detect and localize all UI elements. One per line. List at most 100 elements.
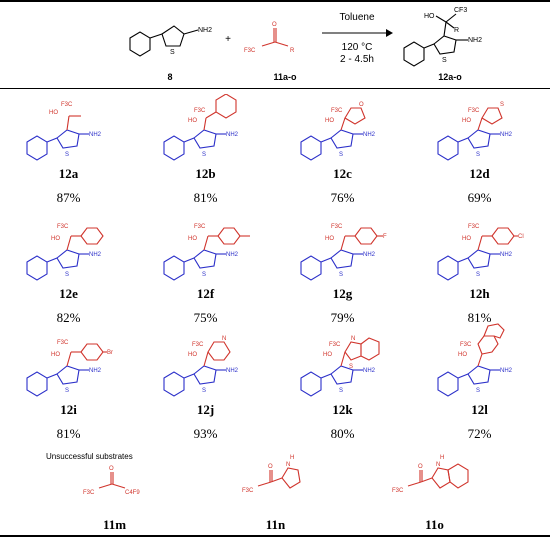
compound-label: 12a [58, 166, 79, 181]
product-cell-12i: NH2 S Br HO F3C 12i 81% [0, 322, 137, 442]
svg-text:N: N [222, 336, 226, 342]
solvent-label: Toluene [339, 12, 375, 23]
svg-text:S: S [339, 272, 343, 278]
compound-label: 12l [471, 402, 488, 417]
svg-text:HO: HO [51, 236, 60, 242]
svg-text:F3C: F3C [468, 108, 480, 114]
svg-text:NH2: NH2 [198, 27, 212, 34]
structure-11m: O F3C C4F9 [83, 466, 140, 496]
svg-text:NH2: NH2 [363, 252, 376, 258]
product-cell-12k: NH2 S N S HO F3C 12k 80% [274, 322, 411, 442]
svg-text:NH2: NH2 [226, 368, 239, 374]
svg-text:S: S [339, 388, 343, 394]
product-cell-12e: NH2 S HO F3C 12e 82% [0, 214, 137, 326]
svg-text:S: S [476, 388, 480, 394]
ketone-label: 11a-o [273, 72, 297, 82]
unsuccessful-11o: O N H F3C 11o [366, 452, 503, 533]
svg-text:F3C: F3C [192, 342, 204, 348]
structure-12l: NH2 S HO F3C [436, 323, 513, 397]
product-cell-12c: NH2 S O HO F3C 12c 76% [274, 94, 411, 206]
svg-text:F3C: F3C [244, 48, 256, 54]
svg-text:S: S [476, 152, 480, 158]
svg-text:HO: HO [51, 352, 60, 358]
svg-text:S: S [339, 152, 343, 158]
yield-value: 93% [193, 426, 218, 441]
svg-text:F3C: F3C [468, 224, 480, 230]
compound-label: 12h [469, 286, 490, 301]
structure-12g: NH2 S F HO F3C [299, 224, 387, 281]
svg-text:HO: HO [323, 352, 332, 358]
compound-label: 12c [333, 166, 352, 181]
svg-text:HO: HO [188, 352, 197, 358]
product-12-structure: S NH2 HO CF3 R [403, 7, 482, 67]
svg-text:F3C: F3C [61, 102, 73, 108]
svg-text:N: N [351, 336, 355, 342]
svg-text:NH2: NH2 [226, 252, 239, 258]
svg-text:R: R [290, 48, 295, 54]
yield-value: 87% [56, 190, 81, 205]
yield-value: 81% [467, 310, 492, 325]
svg-text:F3C: F3C [329, 342, 341, 348]
compound-label: 12f [196, 286, 215, 301]
structure-11n: O N H F3C [242, 455, 301, 494]
svg-text:S: S [202, 388, 206, 394]
top-rule [0, 0, 550, 2]
yield-value: 75% [193, 310, 218, 325]
product-label: 12a-o [438, 72, 462, 82]
compound-label: 12i [60, 402, 77, 417]
yield-value: 81% [56, 426, 81, 441]
svg-text:NH2: NH2 [500, 368, 513, 374]
yield-value: 82% [56, 310, 81, 325]
svg-text:S: S [349, 364, 353, 370]
svg-text:HO: HO [188, 236, 197, 242]
structure-12b: NH2 S HO F3C [162, 94, 238, 161]
yield-value: 72% [467, 426, 492, 441]
svg-text:HO: HO [462, 118, 471, 124]
product-cell-12b: NH2 S HO F3C 12b 81% [137, 94, 274, 206]
svg-text:F3C: F3C [392, 488, 404, 494]
bottom-rule [0, 535, 550, 537]
svg-text:S: S [500, 102, 504, 108]
svg-text:O: O [109, 466, 114, 472]
svg-text:O: O [272, 22, 277, 28]
compound-label: 12d [469, 166, 490, 181]
svg-text:N: N [286, 462, 290, 468]
svg-text:F3C: F3C [194, 108, 206, 114]
svg-text:O: O [418, 464, 423, 470]
svg-text:HO: HO [325, 236, 334, 242]
structure-12k: NH2 S N S HO F3C [299, 336, 380, 397]
svg-text:HO: HO [458, 352, 467, 358]
svg-text:NH2: NH2 [500, 252, 513, 258]
svg-text:O: O [268, 464, 273, 470]
svg-text:S: S [442, 57, 447, 64]
svg-text:NH2: NH2 [89, 368, 102, 374]
structure-12f: NH2 S HO F3C [162, 224, 250, 281]
compound-label: 12k [332, 402, 353, 417]
svg-text:CF3: CF3 [454, 7, 467, 14]
product-cell-12f: NH2 S HO F3C 12f 75% [137, 214, 274, 326]
structure-11o: O N H F3C [392, 455, 469, 494]
svg-text:F: F [383, 234, 387, 240]
product-cell-12h: NH2 S Cl HO F3C 12h 81% [411, 214, 548, 326]
reaction-arrow [322, 29, 393, 37]
unsuccessful-title: Unsuccessful substrates [46, 452, 133, 461]
product-cell-12j: NH2 S N HO F3C 12j 93% [137, 322, 274, 442]
compound-label: 12b [195, 166, 216, 181]
time-label: 2 - 4.5h [340, 54, 374, 65]
product-cell-12l: NH2 S HO F3C 12l 72% [411, 322, 548, 442]
structure-12i: NH2 S Br HO F3C [25, 340, 113, 397]
header-rule [0, 88, 550, 89]
svg-text:F3C: F3C [57, 340, 69, 346]
svg-text:S: S [65, 272, 69, 278]
svg-text:HO: HO [49, 110, 58, 116]
compound-label: 11o [425, 517, 444, 532]
svg-text:F3C: F3C [57, 224, 69, 230]
svg-text:F3C: F3C [194, 224, 206, 230]
svg-text:F3C: F3C [460, 342, 472, 348]
svg-text:NH2: NH2 [363, 368, 376, 374]
compound-label: 12g [332, 286, 353, 301]
structure-12d: NH2 S S HO F3C [436, 102, 512, 161]
svg-text:Cl: Cl [518, 234, 524, 240]
svg-text:C4F9: C4F9 [125, 490, 140, 496]
svg-text:NH2: NH2 [468, 37, 482, 44]
